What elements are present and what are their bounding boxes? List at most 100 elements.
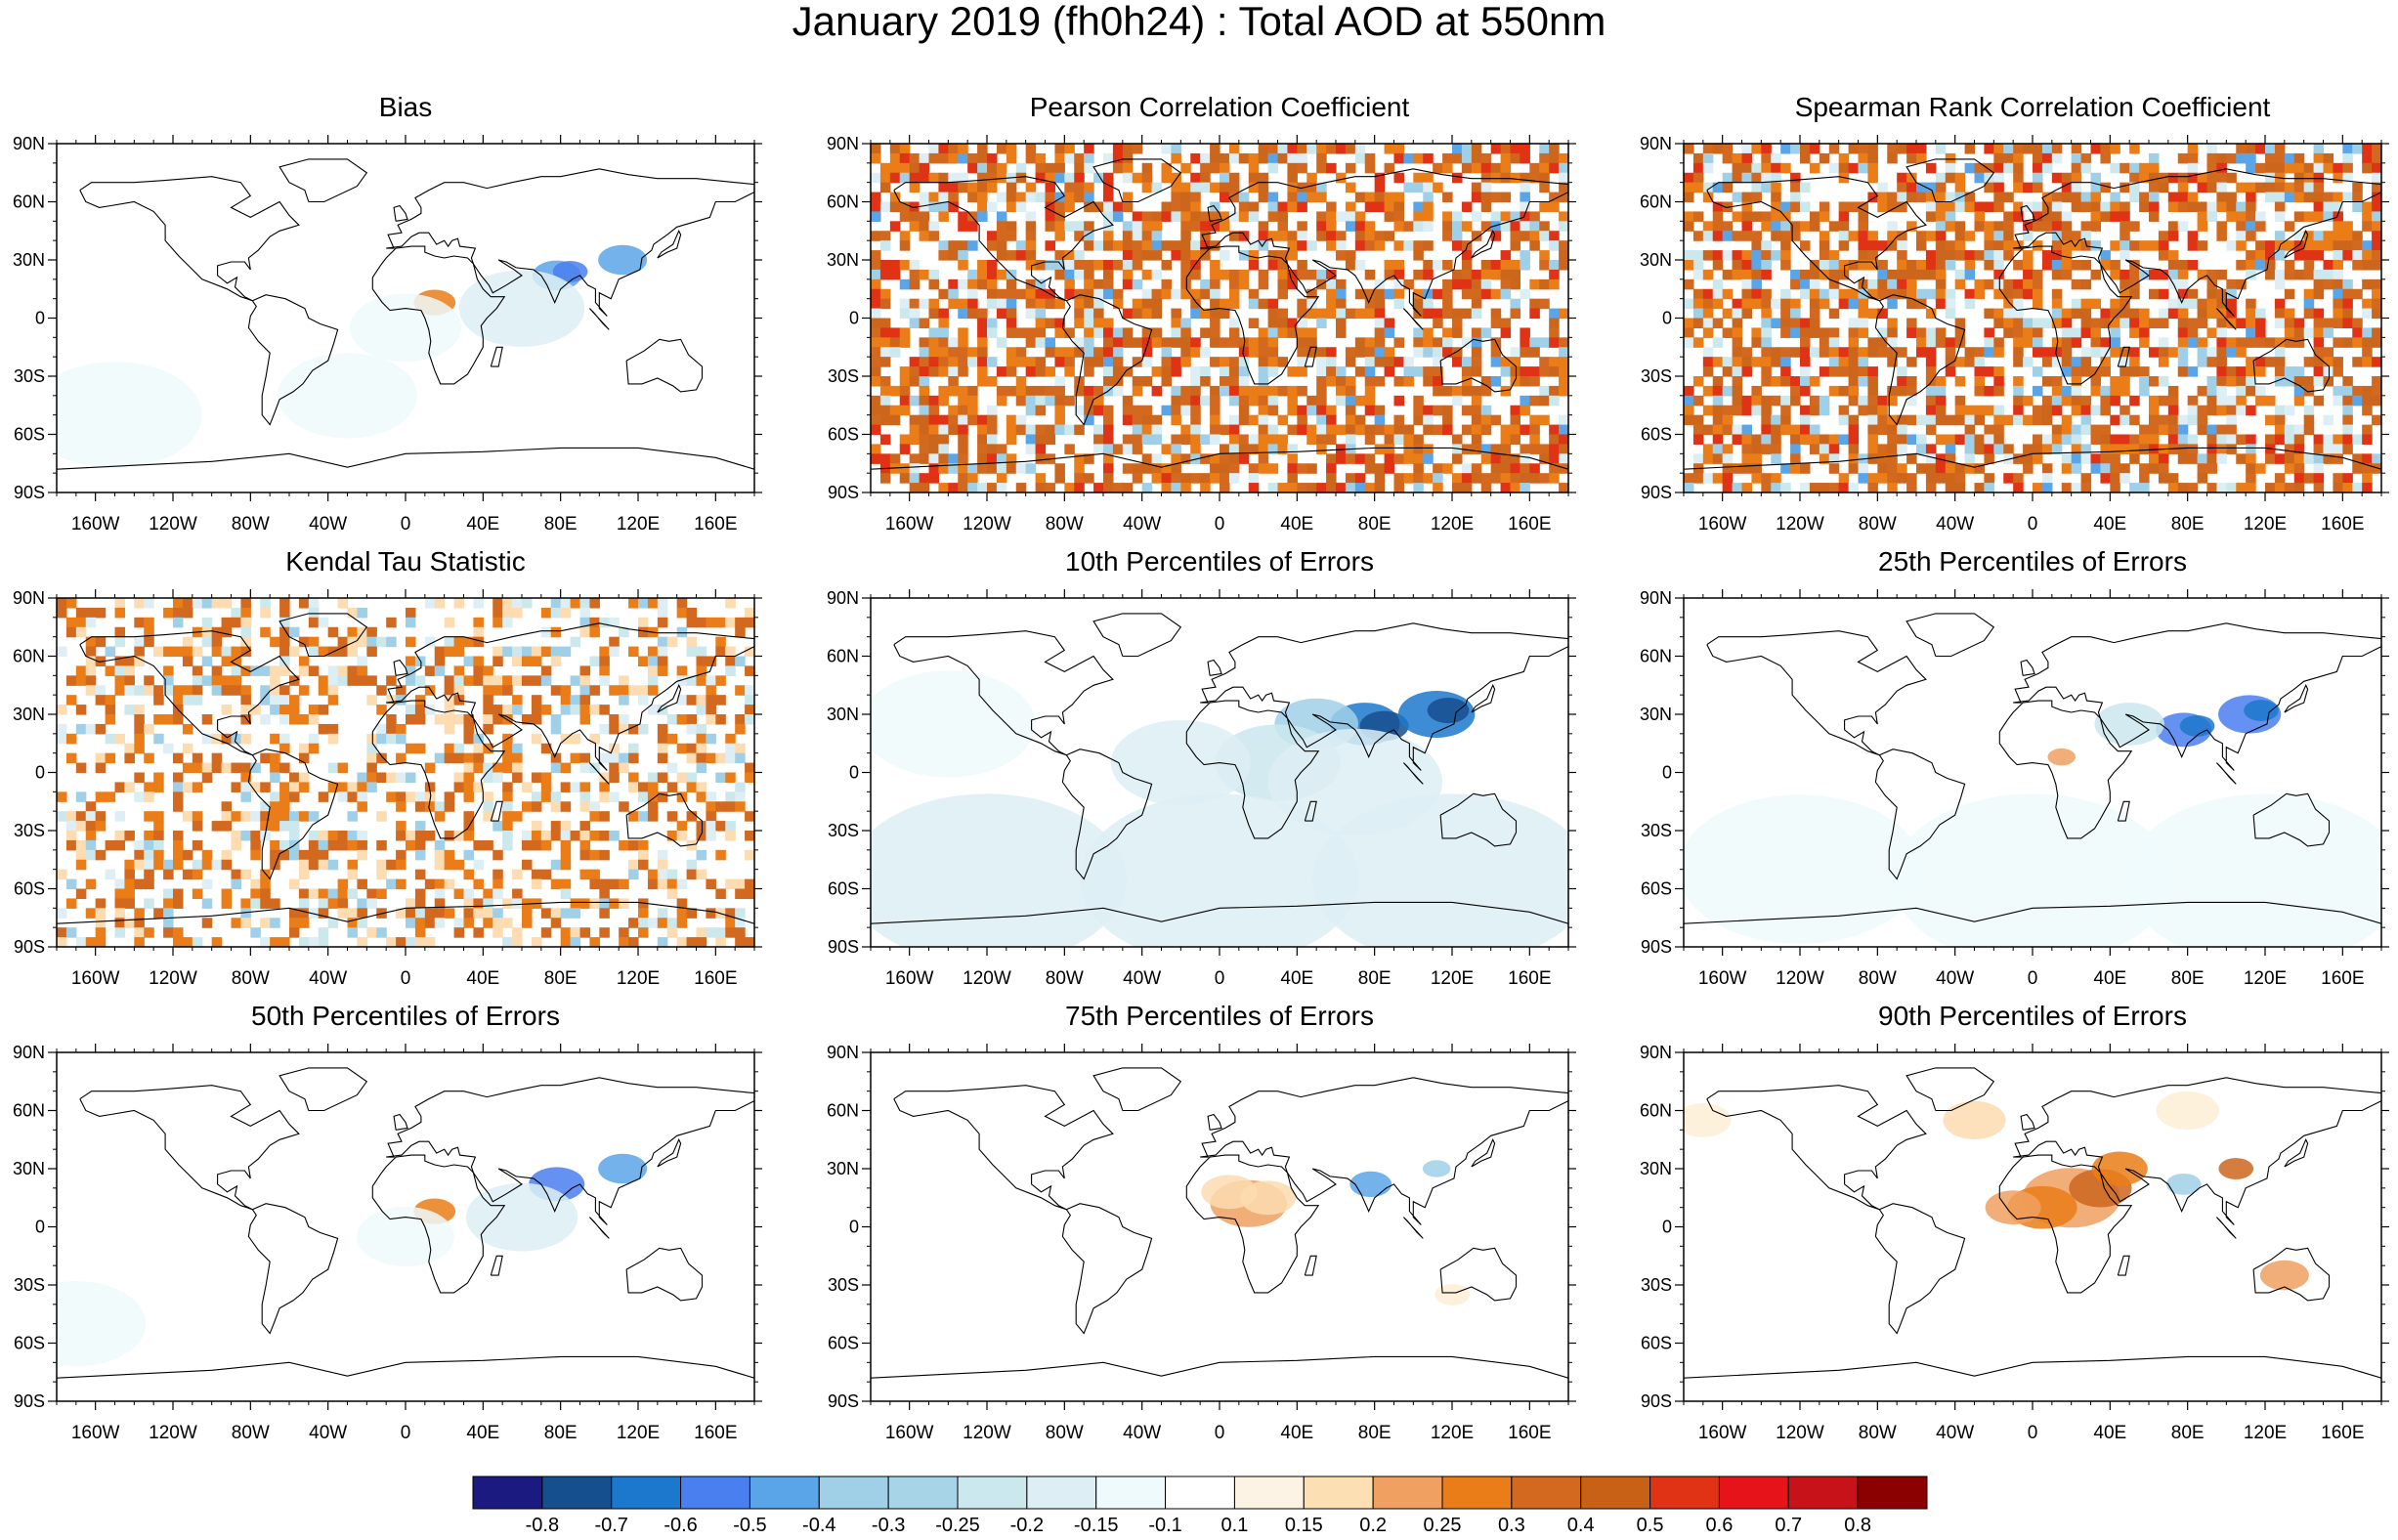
lon-tick-label: 40E xyxy=(466,968,499,989)
lon-tick-label: 120W xyxy=(149,968,197,989)
lon-tick-label: 160E xyxy=(694,514,737,535)
colorbar-label: 0.5 xyxy=(1637,1515,1664,1535)
lat-tick-label: 60S xyxy=(828,1334,859,1353)
lat-tick-label: 0 xyxy=(35,763,45,783)
lat-tick-label: 60N xyxy=(13,647,45,666)
lat-tick-label: 90N xyxy=(13,588,45,608)
lon-tick-label: 80E xyxy=(1358,968,1392,989)
lon-tick-label: 120W xyxy=(963,968,1011,989)
colorbar-swatch xyxy=(1858,1476,1927,1509)
lat-tick-label: 90N xyxy=(827,1043,859,1062)
lon-tick-label: 120W xyxy=(149,1423,197,1443)
colorbar-label: -0.4 xyxy=(802,1515,835,1535)
lon-tick-label: 80W xyxy=(1859,968,1897,989)
lat-tick-label: 90S xyxy=(14,937,45,957)
lat-tick-label: 90N xyxy=(1640,588,1672,608)
lon-tick-label: 160W xyxy=(71,968,120,989)
lat-tick-label: 90S xyxy=(1641,937,1672,957)
lat-tick-label: 0 xyxy=(35,309,45,328)
lat-tick-label: 90S xyxy=(828,483,859,502)
lon-tick-label: 80W xyxy=(1046,514,1084,535)
lon-tick-label: 0 xyxy=(2028,514,2038,535)
colorbar-label: -0.7 xyxy=(594,1515,627,1535)
colorbar-swatch xyxy=(473,1476,542,1509)
data-field xyxy=(1678,695,2389,963)
lon-tick-label: 40E xyxy=(2093,514,2126,535)
lon-tick-label: 120E xyxy=(2244,1423,2287,1443)
colorbar-swatch xyxy=(749,1476,819,1509)
lon-tick-label: 40W xyxy=(1936,514,1974,535)
data-field xyxy=(1201,1160,1469,1305)
colorbar-label: 0.4 xyxy=(1567,1515,1595,1535)
data-field xyxy=(847,670,1576,963)
colorbar-label: -0.1 xyxy=(1148,1515,1181,1535)
colorbar-label: 0.6 xyxy=(1706,1515,1734,1535)
lon-tick-label: 160E xyxy=(2321,514,2364,535)
colorbar-label: 0.1 xyxy=(1221,1515,1249,1535)
lon-tick-label: 40W xyxy=(1936,1423,1974,1443)
lat-tick-label: 30S xyxy=(1641,821,1672,840)
lat-tick-label: 90N xyxy=(827,134,859,153)
data-field xyxy=(871,144,1569,493)
lat-tick-label: 30N xyxy=(13,1159,45,1178)
lon-tick-label: 80E xyxy=(544,1423,578,1443)
lat-tick-label: 90N xyxy=(1640,1043,1672,1062)
colorbar-swatch xyxy=(1096,1476,1166,1509)
lon-tick-label: 120W xyxy=(1776,1423,1824,1443)
lon-tick-label: 0 xyxy=(2028,968,2038,989)
lon-tick-label: 40E xyxy=(466,514,499,535)
lat-tick-label: 90S xyxy=(14,1391,45,1411)
lon-tick-label: 80W xyxy=(1859,514,1897,535)
data-field xyxy=(27,245,647,468)
colorbar-swatch xyxy=(612,1476,681,1509)
colorbar-swatch xyxy=(1304,1476,1373,1509)
lat-tick-label: 60S xyxy=(14,425,45,445)
lat-tick-label: 60N xyxy=(1640,647,1672,666)
lat-tick-label: 90S xyxy=(14,483,45,502)
colorbar-swatch xyxy=(1166,1476,1235,1509)
lon-tick-label: 160E xyxy=(694,1423,737,1443)
colorbar-swatch xyxy=(1512,1476,1581,1509)
lat-tick-label: 60S xyxy=(1641,1334,1672,1353)
lon-tick-label: 120W xyxy=(1776,968,1824,989)
lon-tick-label: 160E xyxy=(1508,514,1551,535)
lon-tick-label: 160W xyxy=(885,968,934,989)
lon-tick-label: 160E xyxy=(2321,968,2364,989)
colorbar-swatch xyxy=(1719,1476,1788,1509)
lon-tick-label: 80W xyxy=(232,514,270,535)
lon-tick-label: 40W xyxy=(1123,514,1161,535)
lat-tick-label: 60N xyxy=(13,1101,45,1121)
colorbar-swatch xyxy=(958,1476,1027,1509)
lon-tick-label: 120E xyxy=(1431,1423,1474,1443)
lat-tick-label: 90N xyxy=(827,588,859,608)
panel-title: 10th Percentiles of Errors xyxy=(871,547,1568,577)
lat-tick-label: 30S xyxy=(1641,1275,1672,1295)
lon-tick-label: 80E xyxy=(2171,1423,2205,1443)
lon-tick-label: 160W xyxy=(885,514,934,535)
lat-tick-label: 0 xyxy=(1662,763,1672,783)
panel-title: Spearman Rank Correlation Coefficient xyxy=(1684,93,2381,122)
lon-tick-label: 80E xyxy=(1358,514,1392,535)
colorbar-label: 0.15 xyxy=(1285,1515,1323,1535)
colorbar-label: -0.3 xyxy=(872,1515,905,1535)
lat-tick-label: 30N xyxy=(1640,705,1672,724)
lat-tick-label: 60S xyxy=(14,879,45,899)
lat-tick-label: 60S xyxy=(828,425,859,445)
panel-title: Pearson Correlation Coefficient xyxy=(871,93,1568,122)
colorbar-swatch xyxy=(1442,1476,1512,1509)
lat-tick-label: 30N xyxy=(1640,1159,1672,1178)
lon-tick-label: 80E xyxy=(544,514,578,535)
figure-title: January 2019 (fh0h24) : Total AOD at 550… xyxy=(0,0,2398,43)
lon-tick-label: 80E xyxy=(2171,968,2205,989)
lon-tick-label: 40W xyxy=(1936,968,1974,989)
lon-tick-label: 160W xyxy=(1698,1423,1747,1443)
lat-tick-label: 90S xyxy=(828,937,859,957)
colorbar-swatch xyxy=(888,1476,958,1509)
